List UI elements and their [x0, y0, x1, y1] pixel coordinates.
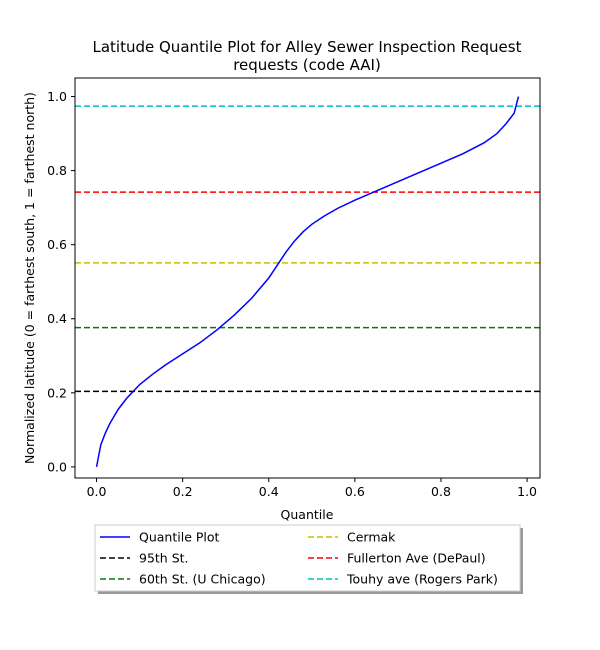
legend: Quantile Plot 95th St. 60th St. (U Chicago… — [94, 524, 523, 594]
x-axis: 0.0 0.2 0.4 0.6 0.8 1.0 — [87, 478, 537, 499]
plot-frame — [74, 77, 541, 479]
x-tick-label: 1.0 — [517, 484, 537, 499]
x-axis-label: Quantile — [281, 507, 334, 522]
chart-title-line2: requests (code AAI) — [233, 56, 381, 74]
x-tick-label: 0.8 — [431, 484, 451, 499]
legend-label-fullerton-ave-depaul: Fullerton Ave (DePaul) — [347, 551, 486, 566]
y-axis: 0.0 0.2 0.4 0.6 0.8 1.0 — [47, 89, 75, 474]
series-line-quantile-plot — [95, 96, 520, 468]
y-tick-label: 0.8 — [47, 163, 67, 178]
y-tick-label: 0.6 — [47, 237, 67, 252]
legend-label-quantile-plot: Quantile Plot — [139, 530, 220, 545]
legend-label-touhy-ave-rogers-park: Touhy ave (Rogers Park) — [346, 572, 498, 587]
x-tick-label: 0.6 — [345, 484, 365, 499]
y-tick-label: 0.4 — [47, 311, 67, 326]
x-tick-label: 0.4 — [259, 484, 279, 499]
chart-title-line1: Latitude Quantile Plot for Alley Sewer I… — [93, 38, 522, 56]
y-axis-label: Normalized latitude (0 = farthest south,… — [22, 92, 37, 464]
legend-label-cermak: Cermak — [347, 530, 396, 545]
legend-box — [94, 524, 521, 592]
x-tick-label: 0.2 — [173, 484, 193, 499]
legend-label-60th-st-u-chicago: 60th St. (U Chicago) — [139, 572, 266, 587]
legend-label-95th-st: 95th St. — [139, 551, 189, 566]
y-tick-label: 0.0 — [47, 459, 67, 474]
x-tick-label: 0.0 — [87, 484, 107, 499]
y-tick-label: 0.2 — [47, 385, 67, 400]
y-tick-label: 1.0 — [47, 89, 67, 104]
plot-area — [75, 96, 540, 468]
